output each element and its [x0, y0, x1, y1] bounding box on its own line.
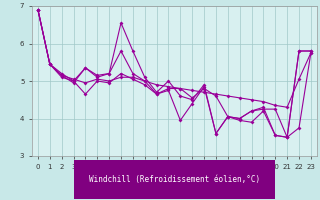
X-axis label: Windchill (Refroidissement éolien,°C): Windchill (Refroidissement éolien,°C) [89, 175, 260, 184]
